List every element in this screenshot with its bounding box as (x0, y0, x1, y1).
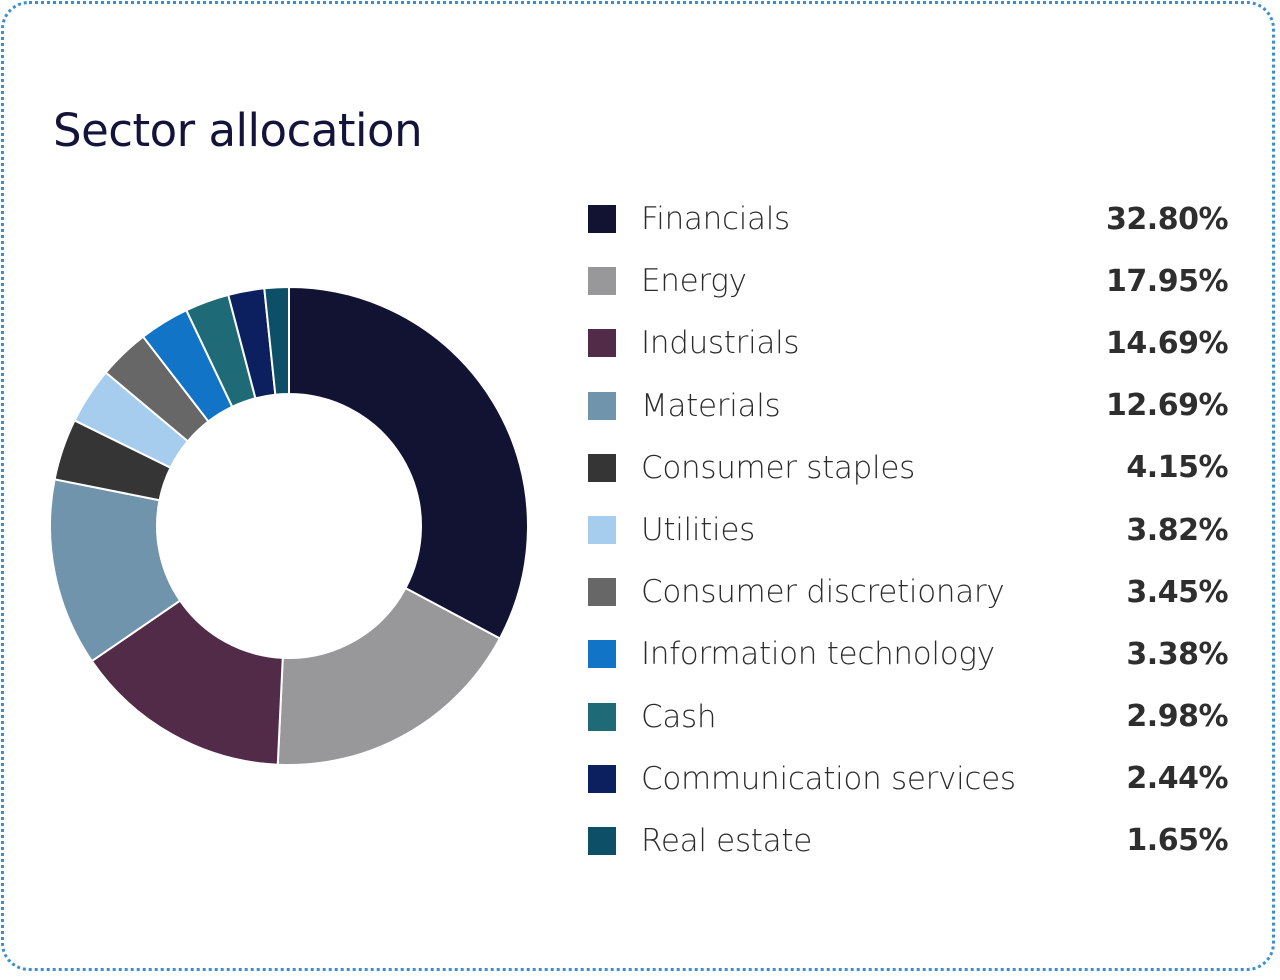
legend-value: 12.69% (1106, 388, 1228, 424)
legend-item-communication-services: Communication services 2.44% (588, 748, 1228, 810)
legend-label: Cash (641, 698, 717, 735)
legend-label: Utilities (641, 512, 755, 549)
legend-swatch (588, 578, 616, 607)
legend-label: Energy (641, 263, 747, 300)
legend-item-financials: Financials 32.80% (588, 188, 1228, 250)
legend-value: 32.80% (1106, 201, 1228, 237)
legend-value: 3.45% (1126, 574, 1228, 610)
legend-value: 3.82% (1126, 512, 1228, 548)
chart-title: Sector allocation (53, 104, 423, 157)
legend-item-consumer-staples: Consumer staples 4.15% (588, 437, 1228, 499)
legend-label: Industrials (641, 325, 800, 362)
legend-item-cash: Cash 2.98% (588, 686, 1228, 748)
legend-item-consumer-discretionary: Consumer discretionary 3.45% (588, 561, 1228, 623)
slice-real-estate (263, 285, 290, 396)
legend-label: Consumer staples (641, 449, 915, 486)
legend-value: 17.95% (1106, 263, 1228, 299)
legend-swatch (588, 764, 616, 793)
legend-label: Information technology (641, 636, 995, 673)
legend-swatch (588, 267, 616, 296)
legend-swatch (588, 391, 616, 420)
legend-item-materials: Materials 12.69% (588, 375, 1228, 437)
donut-chart (49, 285, 529, 766)
legend-label: Materials (641, 387, 781, 424)
legend-value: 2.98% (1126, 699, 1228, 735)
legend-value: 4.15% (1126, 450, 1228, 486)
legend-swatch (588, 702, 616, 731)
legend-label: Financials (641, 201, 790, 238)
legend-swatch (588, 453, 616, 482)
legend-item-utilities: Utilities 3.82% (588, 499, 1228, 561)
legend-swatch (588, 205, 616, 234)
legend-item-energy: Energy 17.95% (588, 250, 1228, 312)
legend-value: 14.69% (1106, 325, 1228, 361)
legend-value: 2.44% (1126, 761, 1228, 797)
legend-swatch (588, 826, 616, 855)
slice-industrials (90, 599, 284, 766)
chart-legend: Financials 32.80% Energy 17.95% Industrials 1… (588, 188, 1228, 872)
legend-value: 1.65% (1126, 823, 1228, 859)
slice-energy (276, 586, 502, 766)
legend-label: Consumer discretionary (641, 574, 1005, 611)
legend-item-information-technology: Information technology 3.38% (588, 623, 1228, 685)
legend-item-real-estate: Real estate 1.65% (588, 810, 1228, 872)
legend-swatch (588, 516, 616, 545)
legend-label: Communication services (641, 760, 1016, 797)
legend-value: 3.38% (1126, 636, 1228, 672)
slice-financials (288, 285, 529, 640)
legend-label: Real estate (641, 822, 812, 859)
legend-item-industrials: Industrials 14.69% (588, 312, 1228, 374)
legend-swatch (588, 329, 616, 358)
legend-swatch (588, 640, 616, 669)
